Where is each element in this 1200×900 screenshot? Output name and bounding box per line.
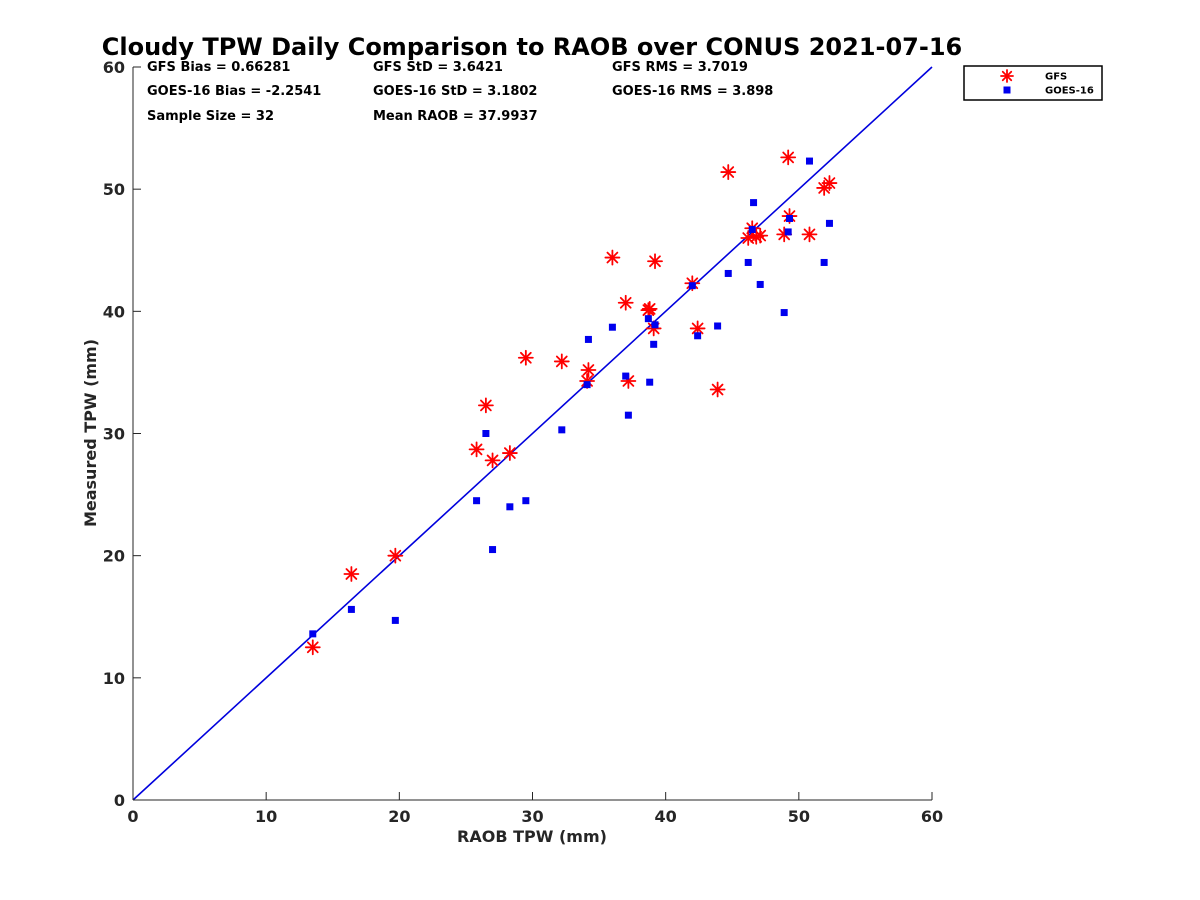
legend-gfs-marker (1000, 69, 1014, 83)
stat-text: GOES-16 StD = 3.1802 (373, 84, 537, 99)
gfs-point (647, 253, 663, 270)
gfs-point (641, 300, 658, 317)
goes-16-point (646, 378, 654, 386)
y-tick-label: 50 (103, 180, 125, 199)
stat-text: Sample Size = 32 (147, 109, 274, 124)
goes-16-point (784, 228, 792, 236)
goes-16-point (347, 605, 355, 613)
stats-annotations: GFS Bias = 0.66281 GFS StD = 3.6421 GFS RM… (147, 60, 773, 124)
x-tick-label: 40 (655, 807, 677, 826)
y-tick-label: 10 (103, 669, 125, 688)
goes-16-point (489, 546, 497, 554)
axes: 0 10 20 30 40 50 60 0 10 20 30 40 50 60 (103, 58, 943, 826)
goes-16-point (756, 280, 764, 288)
goes-16-series (309, 157, 833, 638)
goes-16-point (309, 630, 317, 638)
gfs-point (553, 353, 570, 370)
legend-goes-marker (1003, 86, 1011, 94)
gfs-series (304, 149, 838, 656)
goes-16-point (805, 157, 813, 165)
gfs-point (343, 566, 360, 582)
gfs-point (780, 149, 797, 166)
gfs-point (468, 441, 485, 458)
goes-16-point (744, 258, 752, 266)
goes-16-point (750, 199, 758, 207)
y-tick-label: 0 (114, 791, 125, 810)
goes-16-point (825, 219, 833, 227)
gfs-point (517, 349, 534, 366)
goes-16-point (651, 321, 659, 329)
gfs-point (709, 381, 726, 398)
reference-line-group (132, 66, 933, 801)
goes-16-point (748, 225, 756, 233)
y-tick-label: 20 (103, 547, 125, 566)
plot-area: 0 10 20 30 40 50 60 0 10 20 30 40 50 60 GFS Bias = 0.… (103, 58, 943, 826)
goes-16-point (780, 309, 788, 317)
goes-16-point (473, 497, 481, 505)
x-tick-label: 0 (127, 807, 138, 826)
y-tick-label: 40 (103, 302, 125, 321)
stat-text: GOES-16 Bias = -2.2541 (147, 84, 321, 99)
gfs-point (477, 397, 494, 414)
goes-16-point (624, 411, 632, 419)
y-tick-label: 60 (103, 58, 125, 77)
goes-16-point (644, 315, 652, 323)
goes-16-point (694, 332, 702, 340)
goes-16-point (482, 430, 490, 437)
goes-16-point (724, 269, 732, 277)
x-tick-label: 50 (788, 807, 810, 826)
x-tick-label: 30 (521, 807, 543, 826)
y-axis-label: Measured TPW (mm) (81, 339, 100, 527)
legend: GFS GOES-16 (963, 65, 1103, 101)
reference-line (132, 66, 933, 801)
stat-text: GFS StD = 3.6421 (373, 60, 503, 75)
goes-16-point (583, 381, 591, 389)
legend-box (963, 65, 1103, 101)
goes-16-point (506, 503, 514, 511)
gfs-point (617, 294, 634, 311)
stat-text: GOES-16 RMS = 3.898 (612, 84, 773, 99)
gfs-point (501, 445, 518, 461)
goes-16-point (391, 616, 399, 624)
gfs-point (720, 164, 737, 180)
gfs-point (484, 452, 501, 469)
data-points (304, 149, 838, 656)
legend-label: GFS (1045, 72, 1067, 83)
gfs-point (387, 547, 404, 564)
goes-16-point (622, 372, 630, 380)
x-axis-label: RAOB TPW (mm) (457, 827, 607, 846)
goes-16-point (558, 426, 566, 434)
gfs-point (821, 175, 838, 191)
gfs-point (752, 227, 769, 244)
goes-16-point (584, 335, 592, 343)
goes-16-point (608, 323, 616, 331)
goes-16-point (650, 340, 658, 348)
gfs-point (580, 362, 597, 378)
goes-16-point (522, 497, 530, 505)
goes-16-point (688, 282, 696, 290)
goes-16-point (820, 258, 828, 266)
legend-label: GOES-16 (1045, 86, 1094, 97)
goes-16-point (786, 214, 794, 222)
x-tick-label: 60 (921, 807, 943, 826)
gfs-point (304, 639, 321, 656)
stat-text: GFS RMS = 3.7019 (612, 60, 748, 75)
x-tick-label: 20 (388, 807, 410, 826)
stat-text: GFS Bias = 0.66281 (147, 60, 290, 75)
chart-title: Cloudy TPW Daily Comparison to RAOB over… (102, 33, 962, 61)
y-tick-label: 30 (103, 425, 125, 444)
gfs-point (689, 320, 706, 337)
goes-16-point (714, 322, 722, 330)
x-tick-label: 10 (255, 807, 277, 826)
stat-text: Mean RAOB = 37.9937 (373, 109, 538, 124)
gfs-point (604, 249, 621, 266)
gfs-point (801, 226, 818, 243)
